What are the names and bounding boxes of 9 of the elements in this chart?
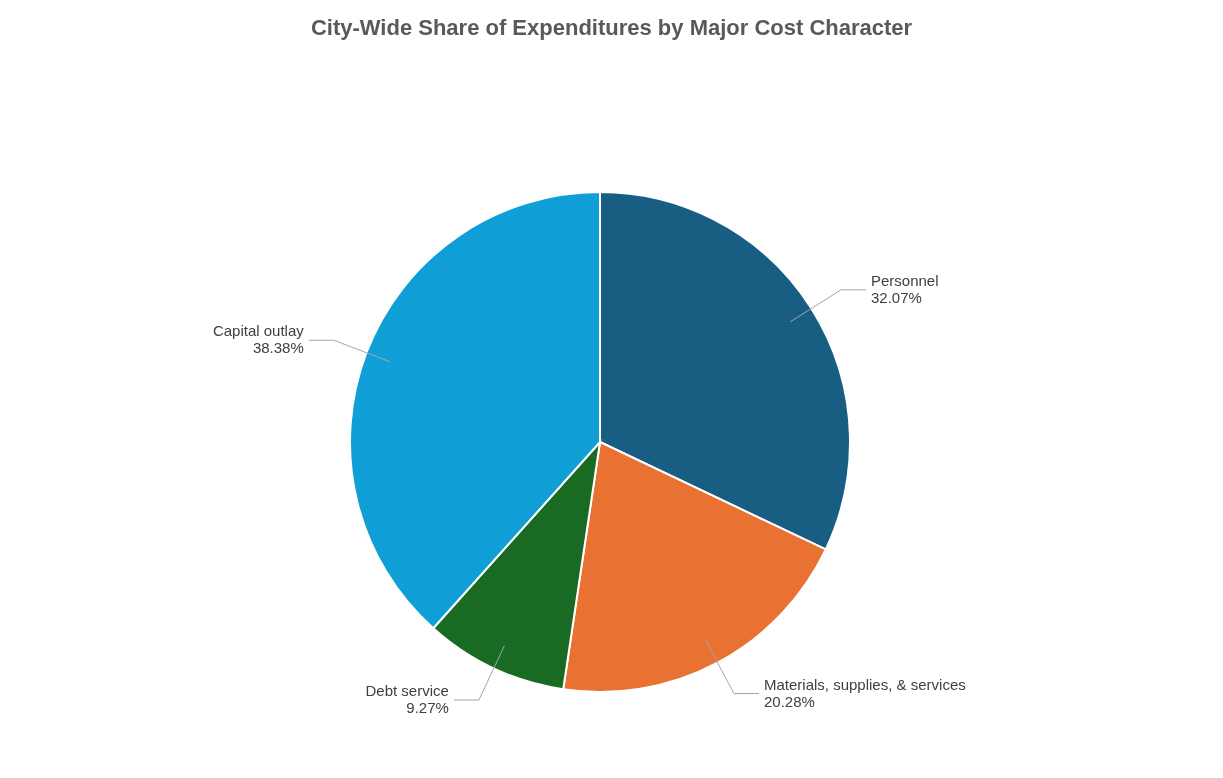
slice-label: Debt service (365, 681, 449, 699)
data-label: 20.28% (763, 692, 815, 710)
data-label: 32.07% (870, 288, 922, 306)
slice-label: Capital outlay (212, 322, 305, 340)
data-label: 9.27% (406, 698, 449, 716)
slice-label: Materials, supplies, & services (763, 675, 966, 693)
data-label: 38.38% (252, 339, 304, 357)
slice-label: Personnel (870, 271, 939, 289)
chart-title: City-Wide Share of Expenditures by Major Cost Character (310, 15, 913, 40)
